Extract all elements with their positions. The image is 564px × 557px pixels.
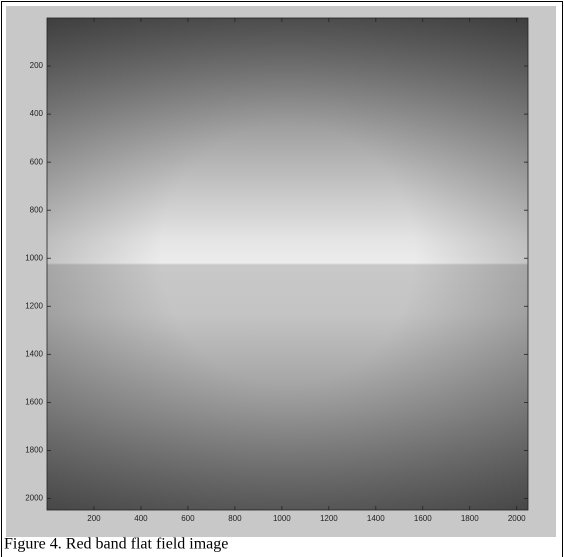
y-tick-label: 1000 [25, 253, 43, 262]
y-tick-label: 800 [30, 205, 44, 214]
x-tick-label: 1400 [367, 514, 385, 523]
x-tick-label: 1800 [461, 514, 479, 523]
x-tick-label: 1600 [414, 514, 432, 523]
x-tick-label: 200 [87, 514, 101, 523]
y-tick-label: 1400 [25, 349, 43, 358]
x-tick-label: 1000 [273, 514, 291, 523]
image-shading [47, 18, 528, 510]
y-tick-label: 200 [30, 61, 44, 70]
y-tick-label: 1800 [25, 446, 43, 455]
x-tick-label: 800 [228, 514, 242, 523]
y-tick-label: 1600 [25, 397, 43, 406]
y-tick-label: 2000 [25, 494, 43, 503]
y-tick-label: 1200 [25, 301, 43, 310]
page: Figure 4. Red band flat field image 200 4… [0, 0, 564, 557]
x-tick-label: 600 [181, 514, 195, 523]
figure: Figure 4. Red band flat field image 200 4… [0, 0, 564, 557]
x-tick-label: 2000 [508, 514, 526, 523]
x-tick-label: 400 [134, 514, 148, 523]
y-tick-label: 600 [30, 157, 44, 166]
y-tick-label: 400 [30, 109, 44, 118]
caption: Figure 4. Red band flat field image [4, 536, 228, 553]
x-tick-label: 1200 [320, 514, 338, 523]
